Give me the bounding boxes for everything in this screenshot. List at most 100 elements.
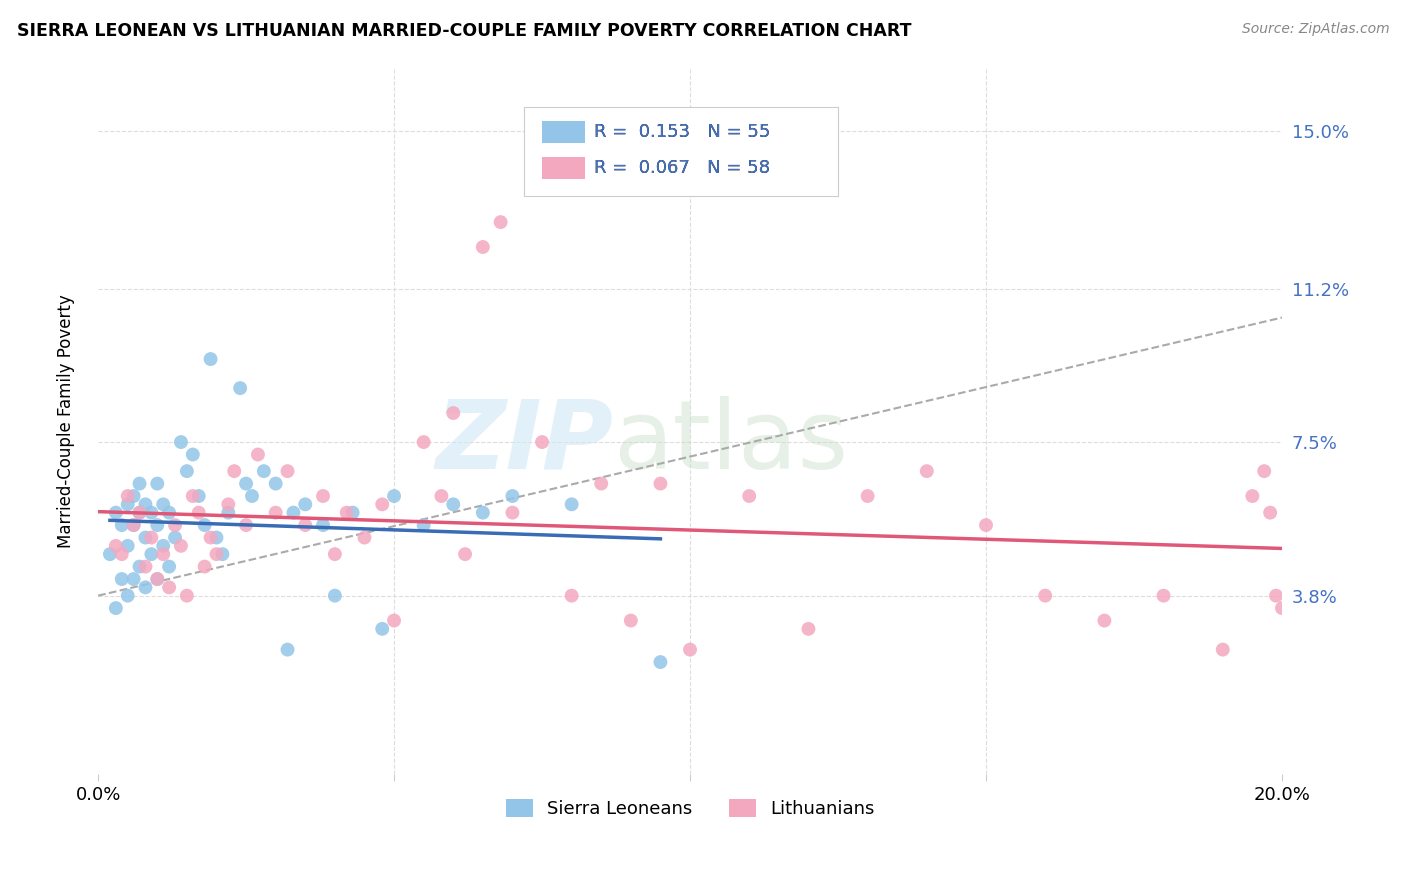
Point: [342, 506, 364, 520]
Point: [146, 572, 169, 586]
Point: [141, 506, 163, 520]
Point: [1271, 601, 1294, 615]
Point: [122, 518, 145, 533]
Point: [323, 547, 346, 561]
Point: [382, 489, 405, 503]
Point: [264, 476, 287, 491]
Point: [264, 506, 287, 520]
Text: R =  0.153   N = 55: R = 0.153 N = 55: [595, 123, 770, 141]
Point: [194, 559, 217, 574]
Point: [187, 506, 209, 520]
Y-axis label: Married-Couple Family Poverty: Married-Couple Family Poverty: [58, 294, 75, 549]
Point: [181, 448, 204, 462]
Point: [134, 531, 156, 545]
Point: [194, 518, 217, 533]
Point: [128, 506, 150, 520]
Point: [620, 614, 643, 628]
Point: [134, 497, 156, 511]
Point: [141, 531, 163, 545]
Point: [152, 547, 174, 561]
Point: [200, 352, 222, 367]
Point: [650, 655, 672, 669]
Point: [146, 476, 169, 491]
Point: [224, 464, 246, 478]
Point: [122, 489, 145, 503]
Point: [1212, 642, 1234, 657]
Point: [336, 506, 359, 520]
FancyBboxPatch shape: [524, 107, 838, 195]
Point: [128, 559, 150, 574]
Point: [382, 614, 405, 628]
Point: [117, 489, 139, 503]
Text: R =  0.067   N = 58: R = 0.067 N = 58: [595, 159, 770, 177]
Point: [229, 381, 252, 395]
Point: [501, 506, 523, 520]
Point: [176, 464, 198, 478]
Point: [235, 476, 257, 491]
Point: [104, 506, 127, 520]
Point: [176, 589, 198, 603]
Point: [353, 531, 375, 545]
Point: [128, 476, 150, 491]
Point: [146, 518, 169, 533]
Point: [157, 559, 180, 574]
Point: [371, 622, 394, 636]
Point: [1258, 506, 1281, 520]
Point: [738, 489, 761, 503]
Point: [205, 547, 228, 561]
Point: [441, 497, 464, 511]
Point: [471, 506, 494, 520]
Point: [165, 531, 187, 545]
Point: [1033, 589, 1056, 603]
Point: [454, 547, 477, 561]
Point: [246, 448, 269, 462]
Point: [134, 580, 156, 594]
Point: [679, 642, 702, 657]
Point: [650, 476, 672, 491]
Text: R =  0.153   N = 55: R = 0.153 N = 55: [595, 123, 770, 141]
Point: [104, 539, 127, 553]
Point: [561, 589, 583, 603]
Point: [217, 506, 239, 520]
Point: [915, 464, 938, 478]
Text: SIERRA LEONEAN VS LITHUANIAN MARRIED-COUPLE FAMILY POVERTY CORRELATION CHART: SIERRA LEONEAN VS LITHUANIAN MARRIED-COU…: [17, 22, 911, 40]
Point: [283, 506, 305, 520]
Point: [276, 642, 298, 657]
Text: R =  0.067   N = 58: R = 0.067 N = 58: [595, 159, 770, 177]
Point: [412, 518, 434, 533]
Point: [253, 464, 276, 478]
Point: [441, 406, 464, 420]
Point: [117, 589, 139, 603]
Point: [294, 497, 316, 511]
Point: [111, 547, 134, 561]
Point: [235, 518, 257, 533]
Point: [122, 572, 145, 586]
Point: [187, 489, 209, 503]
Point: [104, 601, 127, 615]
Point: [371, 497, 394, 511]
Point: [294, 518, 316, 533]
Point: [240, 489, 263, 503]
Point: [170, 539, 193, 553]
Point: [974, 518, 997, 533]
Point: [561, 497, 583, 511]
Point: [134, 559, 156, 574]
Point: [200, 531, 222, 545]
FancyBboxPatch shape: [543, 121, 585, 143]
Point: [501, 489, 523, 503]
Point: [797, 622, 820, 636]
Point: [157, 580, 180, 594]
Point: [323, 589, 346, 603]
Point: [312, 489, 335, 503]
Point: [1092, 614, 1115, 628]
Point: [117, 539, 139, 553]
Point: [489, 215, 512, 229]
Point: [122, 518, 145, 533]
Point: [531, 435, 554, 450]
Point: [111, 518, 134, 533]
Point: [217, 497, 239, 511]
Point: [1241, 489, 1264, 503]
Point: [128, 506, 150, 520]
Text: atlas: atlas: [613, 396, 848, 489]
Point: [276, 464, 298, 478]
